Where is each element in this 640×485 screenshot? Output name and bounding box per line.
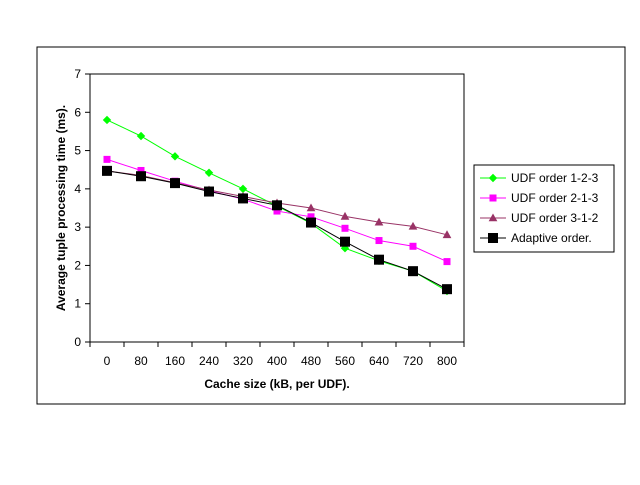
y-tick-label: 5: [74, 144, 81, 158]
legend-item: Adaptive order.: [480, 231, 592, 245]
data-point: [408, 221, 418, 230]
y-tick-label: 2: [74, 258, 81, 272]
y-tick-label: 7: [74, 67, 81, 81]
x-tick-label: 160: [165, 354, 185, 368]
legend-swatch-marker: [489, 194, 497, 202]
data-point: [102, 115, 112, 125]
data-point: [272, 200, 282, 211]
x-axis-title: Cache size (kB, per UDF).: [204, 377, 349, 391]
data-point: [442, 230, 452, 239]
y-tick-label: 6: [74, 105, 81, 119]
legend-item: UDF order 2-1-3: [480, 191, 599, 205]
data-point: [408, 266, 418, 277]
data-point: [204, 168, 214, 177]
data-point: [409, 242, 417, 250]
x-tick-label: 80: [134, 354, 148, 368]
data-point: [375, 237, 383, 245]
y-tick-label: 0: [74, 335, 81, 349]
data-point: [340, 236, 350, 247]
y-tick-label: 1: [74, 297, 81, 311]
data-point: [442, 284, 452, 295]
data-point: [136, 171, 146, 182]
x-tick-label: 640: [369, 354, 389, 368]
data-point: [102, 165, 112, 176]
x-tick-label: 0: [104, 354, 111, 368]
x-tick-label: 240: [199, 354, 219, 368]
y-axis-title: Average tuple processing time (ms).: [54, 105, 68, 311]
x-tick-label: 480: [301, 354, 321, 368]
data-point: [443, 258, 451, 266]
legend: UDF order 1-2-3 UDF order 2-1-3 UDF order …: [480, 171, 599, 245]
legend-label: UDF order 3-1-2: [511, 211, 599, 225]
legend-label: UDF order 2-1-3: [511, 191, 599, 205]
data-point: [170, 152, 180, 161]
data-point: [238, 193, 248, 204]
data-point: [306, 217, 316, 228]
x-tick-label: 560: [335, 354, 355, 368]
y-axis: 0 1 2 3 4 5 6 7: [74, 67, 90, 349]
data-point: [306, 203, 316, 212]
series-4: [102, 165, 452, 295]
x-tick-label: 800: [437, 354, 457, 368]
x-axis: 0 80 160 240 320 400 480 560 640 720 800: [89, 342, 465, 368]
data-point: [136, 131, 146, 141]
data-point: [340, 211, 350, 220]
data-point: [204, 186, 214, 197]
legend-swatch-marker: [488, 213, 498, 222]
data-point: [103, 155, 111, 163]
legend-item: UDF order 3-1-2: [480, 211, 599, 225]
data-point: [374, 254, 384, 265]
legend-label: Adaptive order.: [511, 231, 592, 245]
data-point: [341, 224, 349, 232]
x-tick-label: 320: [233, 354, 253, 368]
legend-label: UDF order 1-2-3: [511, 171, 599, 185]
y-tick-label: 3: [74, 220, 81, 234]
y-tick-label: 4: [74, 182, 81, 196]
legend-swatch-marker: [488, 233, 498, 243]
series-layer: [102, 115, 452, 296]
data-point: [170, 178, 180, 189]
x-tick-label: 400: [267, 354, 287, 368]
x-tick-label: 720: [403, 354, 423, 368]
legend-item: UDF order 1-2-3: [480, 171, 599, 185]
legend-swatch-marker: [488, 173, 498, 183]
data-point: [374, 217, 384, 226]
